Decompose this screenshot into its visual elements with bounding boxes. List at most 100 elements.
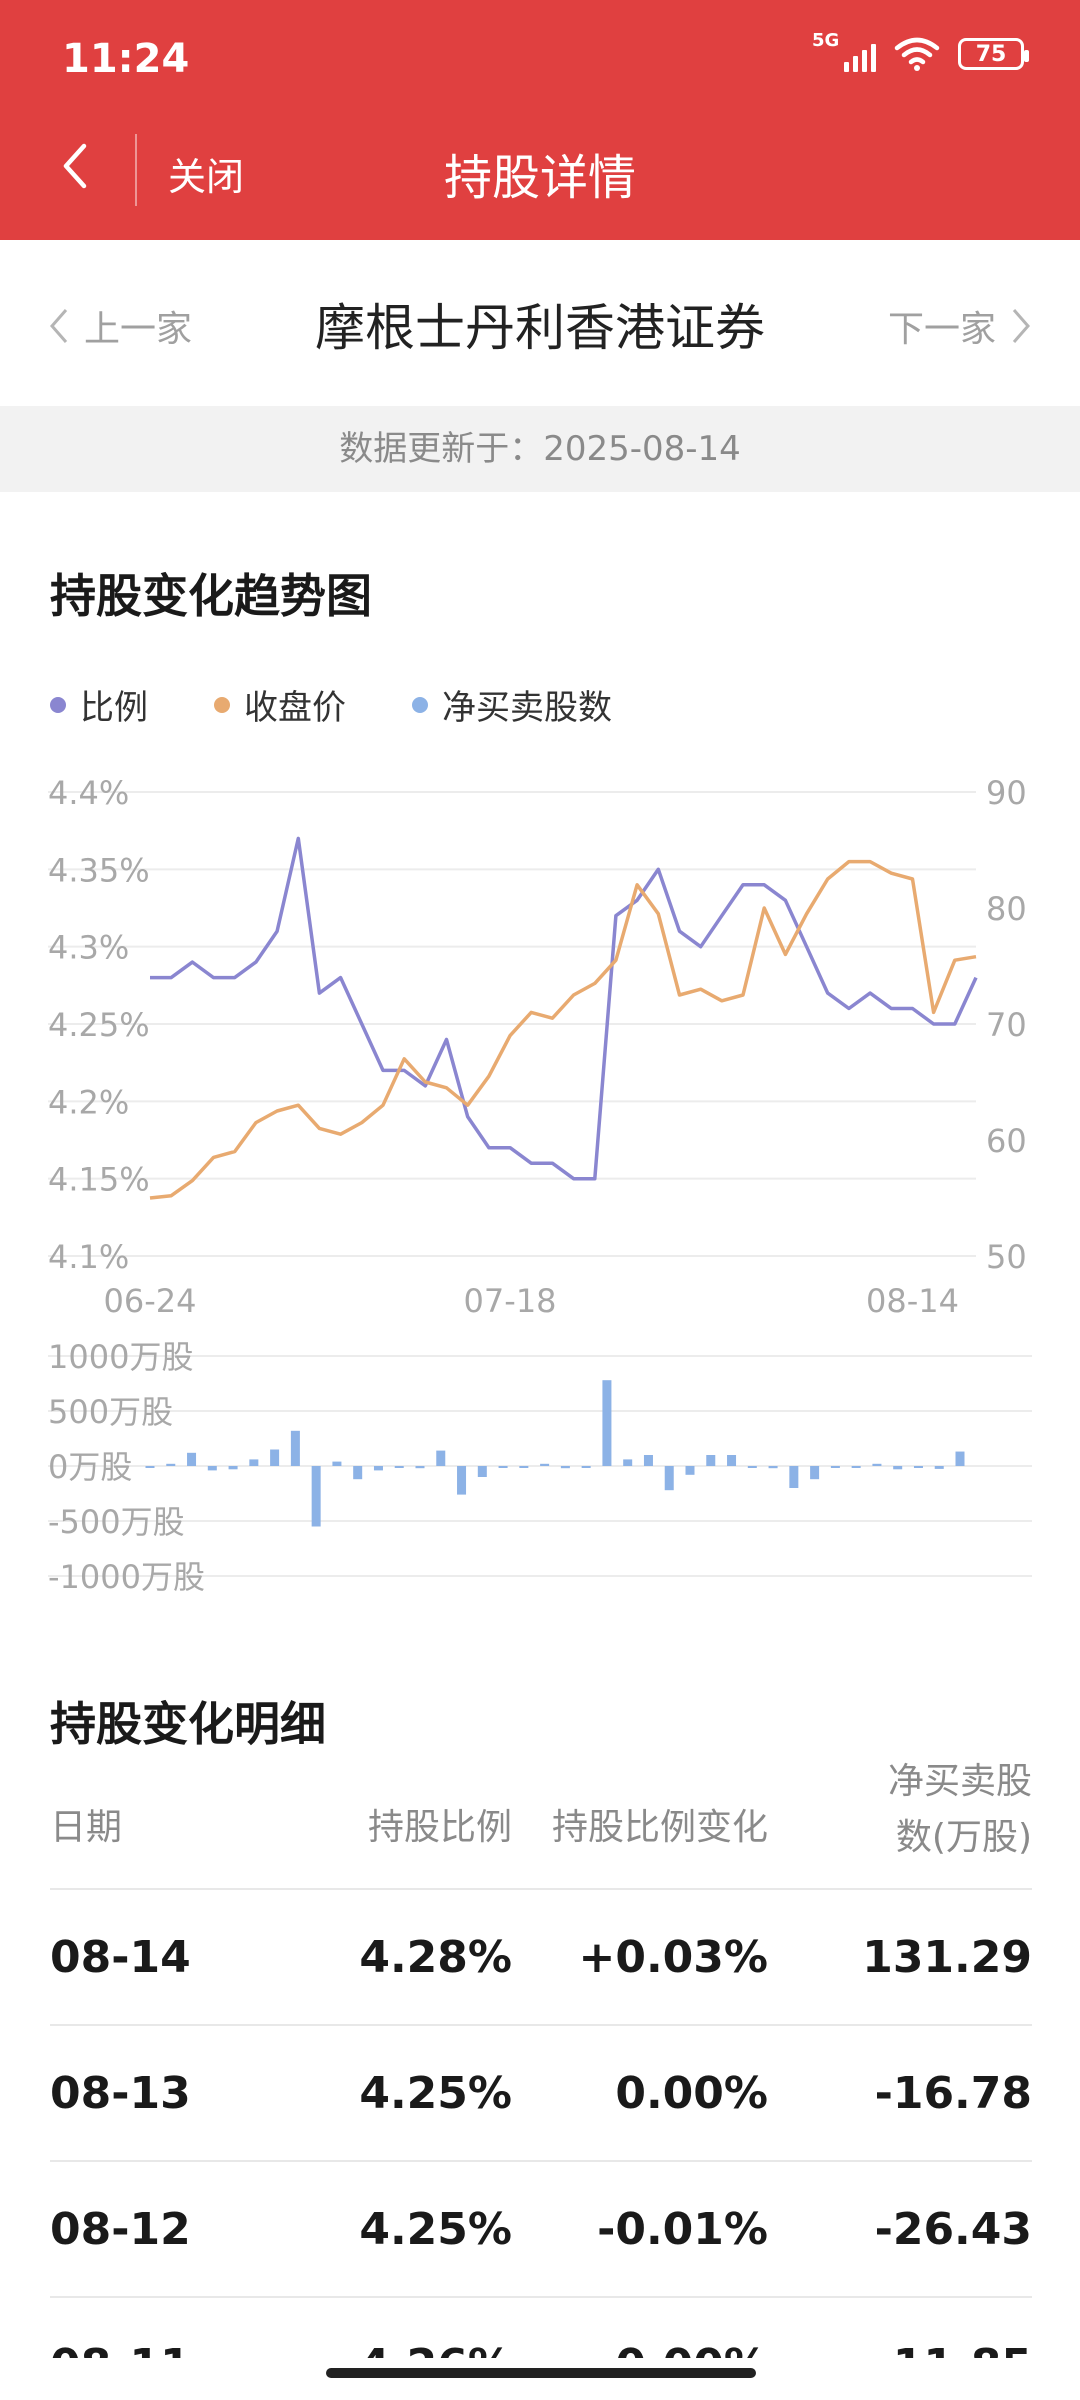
net-shares-bar bbox=[643, 1455, 653, 1466]
net-shares-bar bbox=[872, 1463, 882, 1466]
net-shares-bar bbox=[228, 1466, 238, 1470]
cell-net: 131.29 bbox=[862, 1932, 1032, 1983]
header-net-shares: 净买卖股 数(万股) bbox=[888, 1754, 1032, 1866]
cell-change: 0.00% bbox=[615, 2298, 768, 2358]
nav-divider bbox=[135, 134, 137, 206]
status-icons: 5G 75 bbox=[812, 30, 1029, 72]
y-left-tick-label: 4.15% bbox=[48, 1161, 150, 1199]
x-tick-label: 06-24 bbox=[104, 1282, 197, 1320]
net-shares-bar bbox=[602, 1380, 612, 1466]
net-shares-bar bbox=[270, 1449, 280, 1466]
bar-y-tick-label: 0万股 bbox=[48, 1448, 132, 1486]
back-button[interactable] bbox=[56, 140, 96, 192]
net-shares-bar bbox=[560, 1466, 570, 1469]
battery-level: 75 bbox=[975, 41, 1007, 67]
header-ratio-change: 持股比例变化 bbox=[551, 1807, 768, 1848]
header-net-line1: 净买卖股 bbox=[887, 1761, 1032, 1802]
table-scroll-area[interactable]: 08-14 4.28% +0.03% 131.29 08-13 4.25% 0.… bbox=[0, 1888, 1080, 2358]
cell-date: 08-12 bbox=[50, 2204, 191, 2255]
y-right-tick-label: 80 bbox=[986, 890, 1027, 928]
net-shares-bar bbox=[187, 1452, 197, 1466]
bar-y-tick-label: 500万股 bbox=[48, 1393, 173, 1431]
close-button[interactable]: 关闭 bbox=[168, 155, 245, 199]
update-time: 数据更新于：2025-08-14 bbox=[0, 406, 1080, 492]
cell-net: -16.78 bbox=[874, 2068, 1032, 2119]
x-tick-label: 08-14 bbox=[866, 1282, 959, 1320]
home-indicator[interactable] bbox=[326, 2368, 756, 2378]
y-right-tick-label: 50 bbox=[986, 1238, 1027, 1276]
y-left-tick-label: 4.3% bbox=[48, 929, 129, 967]
prev-broker-button[interactable]: 上一家 bbox=[48, 300, 192, 352]
cell-ratio: 4.26% bbox=[359, 2298, 512, 2358]
trend-section-title: 持股变化趋势图 bbox=[50, 569, 372, 623]
legend-dot bbox=[214, 696, 230, 713]
net-shares-bar bbox=[415, 1466, 425, 1469]
legend-label: 比例 bbox=[80, 688, 148, 728]
y-right-tick-label: 90 bbox=[986, 774, 1027, 812]
close-price-series-line bbox=[149, 859, 977, 1200]
network-type-label: 5G bbox=[812, 30, 840, 51]
legend-dot bbox=[412, 696, 428, 713]
y-left-tick-label: 4.1% bbox=[48, 1238, 129, 1276]
next-broker-button[interactable]: 下一家 bbox=[888, 300, 1032, 352]
net-shares-bar bbox=[768, 1466, 778, 1469]
net-shares-bar bbox=[789, 1466, 799, 1488]
net-shares-bar-chart[interactable]: 1000万股 500万股 0万股 -500万股 -1000万股 bbox=[0, 1330, 1080, 1620]
cell-date: 08-14 bbox=[50, 1932, 191, 1983]
bar-y-tick-label: -500万股 bbox=[48, 1503, 185, 1541]
battery-icon: 75 bbox=[958, 38, 1029, 70]
cellular-signal-icon: 5G bbox=[812, 30, 876, 72]
net-shares-bar bbox=[166, 1463, 176, 1466]
x-tick-label: 07-18 bbox=[464, 1282, 557, 1320]
table-row[interactable]: 08-12 4.25% -0.01% -26.43 bbox=[50, 2160, 1032, 2296]
net-shares-bar bbox=[249, 1459, 259, 1466]
wifi-icon bbox=[894, 36, 940, 72]
net-shares-bar bbox=[955, 1451, 965, 1466]
legend-item-net-shares[interactable]: 净买卖股数 bbox=[412, 680, 612, 729]
chart-legend: 比例 收盘价 净买卖股数 bbox=[50, 680, 612, 729]
net-shares-bar bbox=[207, 1466, 217, 1471]
legend-dot bbox=[50, 696, 66, 713]
net-shares-bar bbox=[394, 1466, 404, 1468]
y-right-tick-label: 70 bbox=[986, 1006, 1027, 1044]
legend-label: 净买卖股数 bbox=[442, 688, 612, 728]
holding-trend-line-chart[interactable]: 4.1% 4.15% 4.2% 4.25% 4.3% 4.35% 4.4% 50 60 70 80 9… bbox=[0, 760, 1080, 1320]
cell-ratio: 4.25% bbox=[359, 2204, 512, 2255]
broker-name: 摩根士丹利香港证券 bbox=[315, 299, 765, 357]
net-shares-bar bbox=[685, 1466, 695, 1475]
detail-section-title: 持股变化明细 bbox=[50, 1697, 326, 1751]
chevron-right-icon bbox=[1012, 309, 1030, 343]
net-shares-bar bbox=[581, 1466, 591, 1468]
chevron-left-icon bbox=[63, 143, 87, 189]
bar-y-tick-label: 1000万股 bbox=[48, 1338, 193, 1376]
y-right-tick-label: 60 bbox=[986, 1122, 1027, 1160]
y-left-tick-label: 4.35% bbox=[48, 851, 150, 889]
cell-net: -11.85 bbox=[875, 2298, 1032, 2358]
app-header: 11:24 5G 75 关闭 持股详情 bbox=[0, 0, 1080, 240]
legend-item-close-price[interactable]: 收盘价 bbox=[214, 680, 346, 729]
cell-date: 08-13 bbox=[50, 2068, 191, 2119]
ratio-series-line bbox=[150, 836, 978, 1181]
net-shares-bar bbox=[540, 1463, 550, 1466]
y-left-tick-label: 4.4% bbox=[48, 774, 129, 812]
net-shares-bar bbox=[706, 1455, 716, 1466]
net-shares-bar bbox=[727, 1455, 737, 1466]
broker-switcher: 上一家 摩根士丹利香港证券 下一家 bbox=[0, 240, 1080, 406]
table-header: 日期 持股比例 持股比例变化 净买卖股 数(万股) bbox=[50, 1760, 1032, 1890]
table-row[interactable]: 08-14 4.28% +0.03% 131.29 bbox=[50, 1888, 1032, 2024]
table-row[interactable]: 08-11 4.26% 0.00% -11.85 bbox=[50, 2296, 1032, 2358]
y-left-tick-label: 4.2% bbox=[48, 1083, 129, 1121]
net-shares-bar bbox=[436, 1450, 446, 1466]
page-title: 持股详情 bbox=[443, 150, 636, 206]
net-shares-bar bbox=[851, 1466, 861, 1468]
table-row[interactable]: 08-13 4.25% 0.00% -16.78 bbox=[50, 2024, 1032, 2160]
legend-item-ratio[interactable]: 比例 bbox=[50, 680, 148, 729]
net-shares-bar bbox=[457, 1466, 467, 1495]
net-shares-bar bbox=[623, 1459, 633, 1466]
net-shares-bar bbox=[332, 1461, 342, 1466]
y-left-tick-label: 4.25% bbox=[48, 1006, 150, 1044]
cell-ratio: 4.25% bbox=[359, 2068, 512, 2119]
net-shares-bar bbox=[893, 1466, 903, 1470]
net-shares-bar bbox=[290, 1430, 300, 1466]
cell-ratio: 4.28% bbox=[359, 1932, 512, 1983]
